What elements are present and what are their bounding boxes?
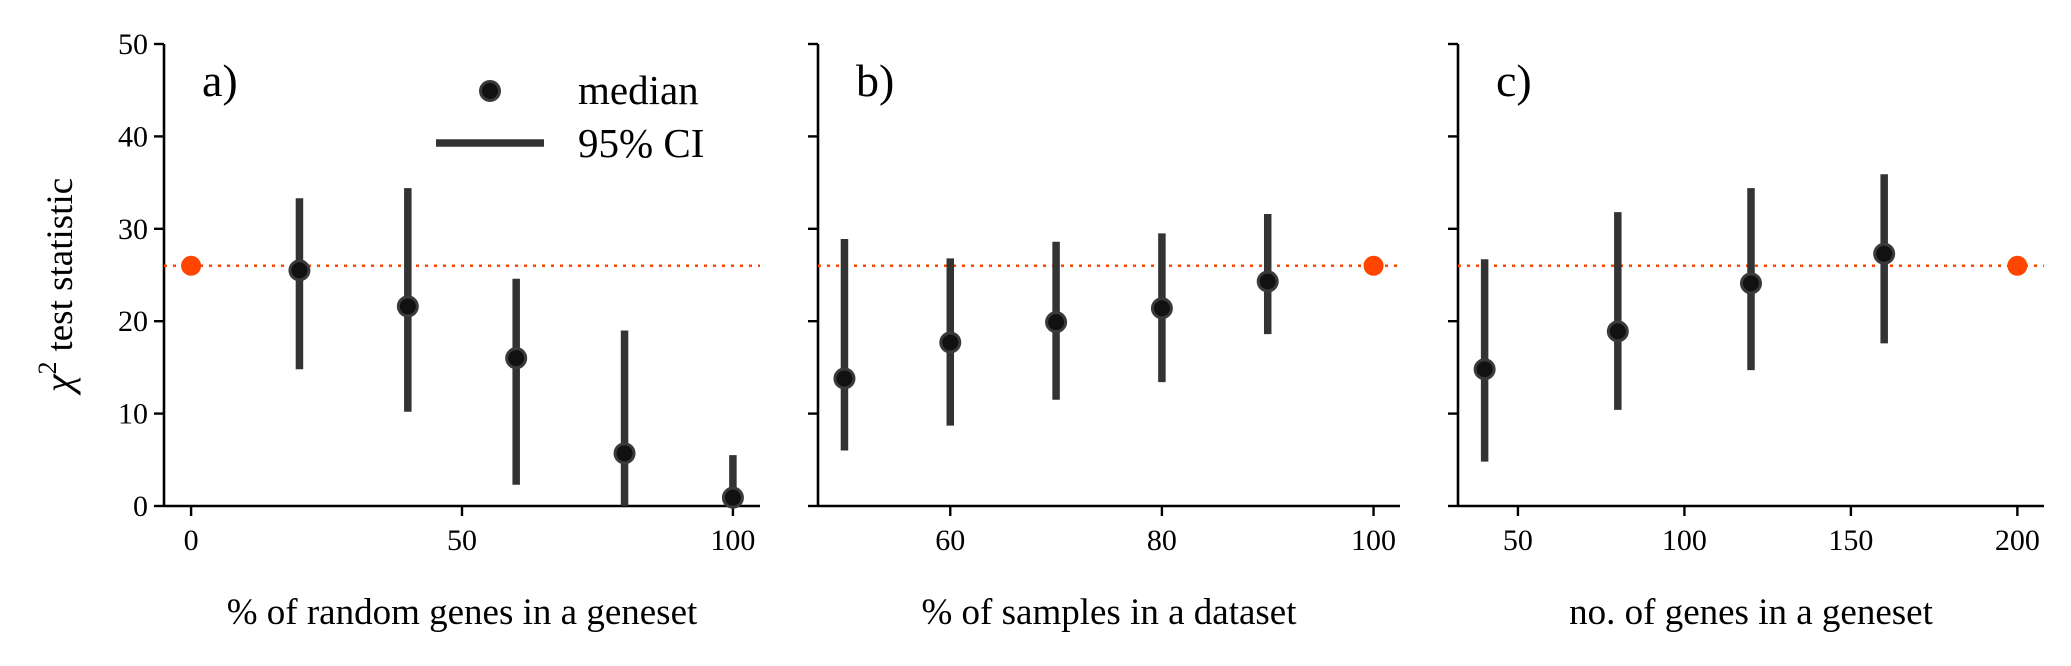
median-point [1740,272,1762,295]
y-tick-label: 0 [133,490,148,523]
median-point [505,347,528,370]
median-point [1473,358,1496,381]
x-axis-label: % of samples in a dataset [921,592,1297,633]
median-point [613,442,636,465]
y-tick-label: 30 [118,213,148,246]
x-tick-label: 100 [1662,524,1707,557]
median-point [1150,297,1173,320]
median-point [939,331,962,354]
median-point [396,295,419,318]
median-point [721,486,744,509]
reference-point [2007,255,2028,276]
y-tick-label: 10 [118,398,148,431]
y-axis-label-symbol: χ [36,373,81,396]
x-tick-label: 100 [710,524,755,557]
x-axis-label: % of random genes in a geneset [227,592,698,633]
panel-label: b) [856,55,894,106]
median-point [1256,270,1279,293]
x-tick-label: 100 [1351,524,1396,557]
panels-group: 0 10 20 30 40 50 0 50 100 % of random genes in a … [118,28,2044,633]
x-tick-label: 50 [447,524,477,557]
panel-3: 50 100 150 200 no. of genes in a geneset c) [1448,42,2044,633]
x-tick-label: 150 [1828,524,1873,557]
x-tick-label: 60 [935,524,965,557]
y-axis-label-text: test statistic [40,178,81,352]
y-axis-label-superscript: 2 [33,362,62,375]
y-axis-label: χ2 test statistic [33,178,81,396]
x-tick-label: 80 [1147,524,1177,557]
legend-ci-label: 95% CI [578,120,704,166]
panel-2: 60 80 100 % of samples in a dataset b) [808,42,1400,633]
y-tick-label: 40 [118,120,148,153]
x-tick-label: 0 [184,524,199,557]
median-point [288,259,311,282]
reference-point [181,255,202,276]
panel-1: 0 10 20 30 40 50 0 50 100 % of random genes in a … [118,28,760,633]
y-tick-label: 50 [118,28,148,61]
x-axis-label: no. of genes in a geneset [1569,592,1933,633]
median-point [833,367,856,390]
reference-point [1363,255,1384,276]
median-point [1045,311,1068,334]
panel-label: a) [202,55,238,106]
x-tick-label: 200 [1995,524,2040,557]
panel-label: c) [1496,55,1532,106]
y-tick-label: 20 [118,305,148,338]
legend: median 95% CI [436,67,704,166]
median-point [1873,242,1896,265]
x-tick-label: 50 [1503,524,1533,557]
legend-median-marker [479,80,501,102]
median-point [1606,320,1629,343]
legend-median-label: median [578,67,699,113]
